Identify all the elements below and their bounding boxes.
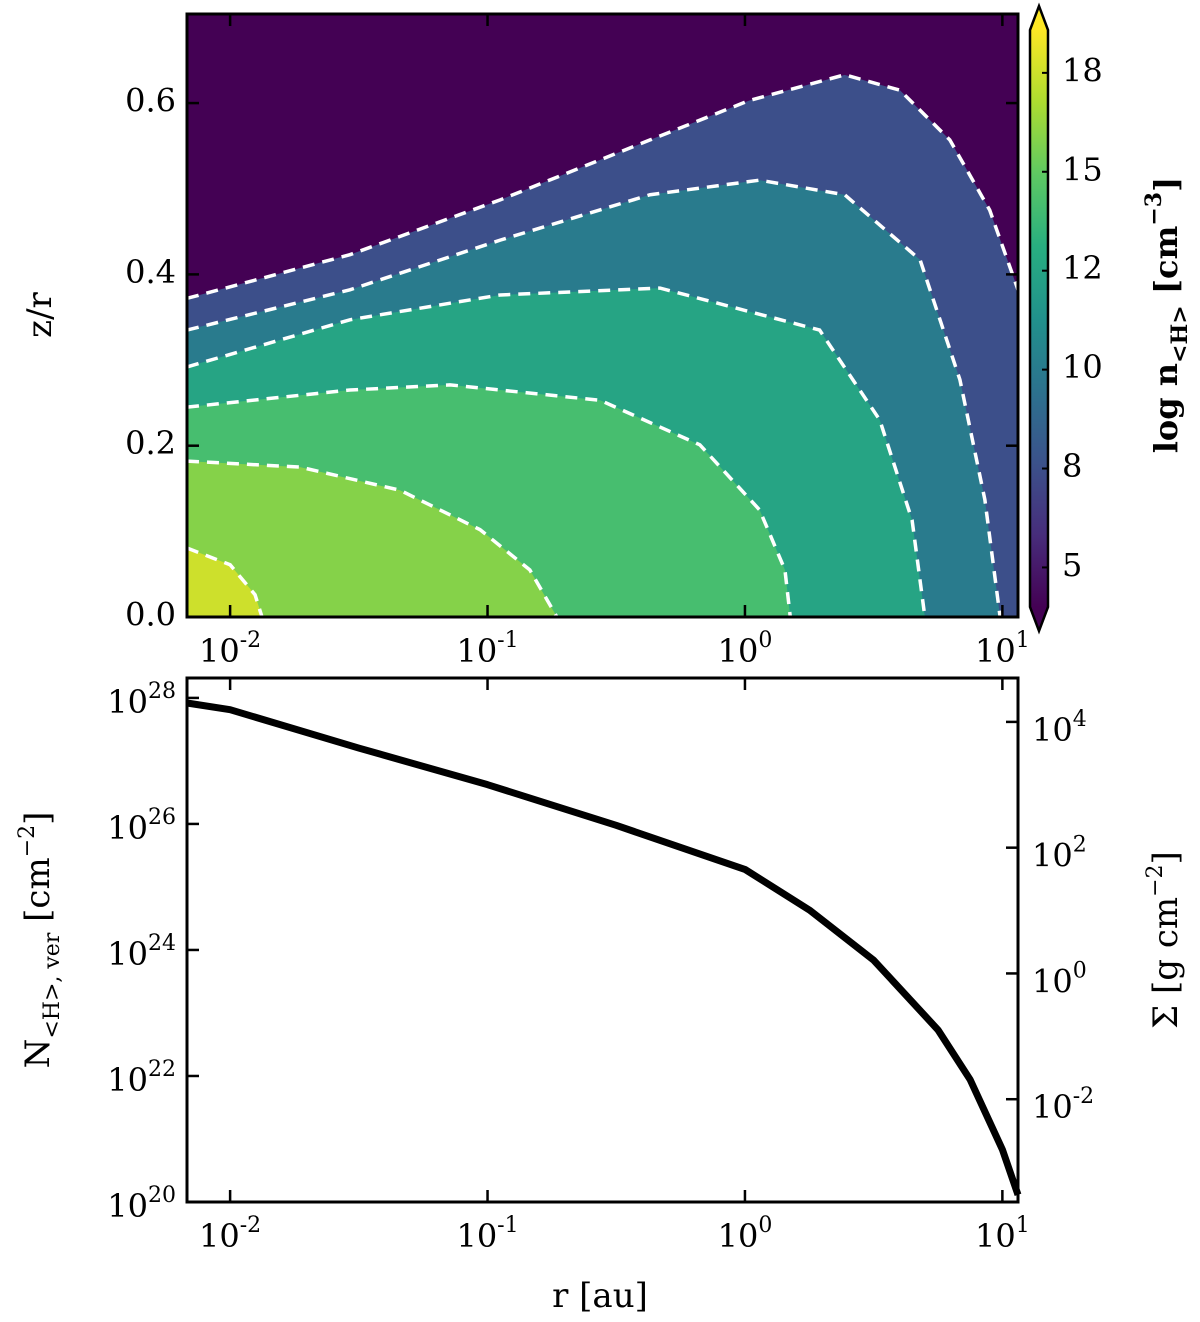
- tick-label: 15: [1062, 150, 1103, 188]
- colorbar-label: log n<H> [cm−3]: [1141, 177, 1193, 453]
- tick-label: 10-2: [1032, 1084, 1094, 1126]
- tick-label: 0.2: [125, 424, 176, 462]
- contour-line: [186, 178, 1002, 618]
- label-part: log n: [1147, 363, 1185, 453]
- colorbar-extend-top: [1030, 6, 1048, 30]
- tick-label: 10-1: [456, 628, 518, 670]
- tick-label: 10-1: [456, 1213, 518, 1255]
- tick-label: 1026: [107, 804, 176, 846]
- contour-fill: [187, 548, 262, 617]
- label-part: −3: [1141, 192, 1167, 226]
- y2-axis-label: Σ [g cm−2]: [1143, 851, 1187, 1029]
- label-part: ]: [1147, 177, 1185, 192]
- axes-frame: [185, 12, 1020, 619]
- x-axis-label: r [au]: [552, 1276, 648, 1316]
- tick-label: 10: [1062, 348, 1103, 386]
- tick-label: 1020: [107, 1183, 176, 1225]
- tick-label: 10-2: [199, 628, 261, 670]
- contour-fill: [187, 461, 557, 617]
- tick-label: 1024: [107, 930, 176, 972]
- tick-label: 10-2: [199, 1213, 261, 1255]
- tick-label: 101: [975, 628, 1030, 670]
- label-part: −2: [15, 825, 40, 857]
- data-line: [186, 699, 1022, 1196]
- tick-label: 0.0: [125, 596, 176, 634]
- contour-line: [186, 383, 793, 618]
- tick-label: 100: [718, 628, 773, 670]
- contour-line: [186, 546, 264, 618]
- label-part: <H>: [1167, 305, 1193, 363]
- colorbar: [1030, 30, 1048, 607]
- contour-line: [186, 459, 559, 618]
- label-part: ]: [1146, 851, 1186, 864]
- label-part: ]: [18, 812, 58, 825]
- tick-label: 101: [975, 1213, 1030, 1255]
- tick-label: 0.4: [125, 253, 176, 291]
- tick-label: 102: [1032, 832, 1087, 874]
- tick-label: 100: [1032, 958, 1087, 1000]
- colorbar-extend-bottom: [1030, 607, 1048, 631]
- tick-label: 104: [1032, 706, 1087, 748]
- tick-label: 100: [718, 1213, 773, 1255]
- contour-line: [186, 72, 1020, 301]
- y-axis-label: z/r: [20, 291, 60, 337]
- tick-label: 12: [1062, 249, 1103, 287]
- tick-label: 18: [1062, 51, 1103, 89]
- label-part: −2: [1143, 864, 1168, 896]
- label-part: [cm: [1147, 226, 1185, 306]
- label-part: <H>, ver: [40, 932, 65, 1038]
- contour-line: [186, 286, 927, 618]
- axes-frame: [185, 676, 1020, 1204]
- label-part: N: [18, 1039, 58, 1069]
- colorbar-frame: [1028, 2, 1050, 635]
- tick-label: 8: [1062, 447, 1082, 485]
- tick-label: 5: [1062, 546, 1082, 584]
- tick-label: 0.6: [125, 82, 176, 120]
- y-axis-label: N<H>, ver [cm−2]: [15, 812, 65, 1069]
- label-part: [cm: [18, 857, 58, 932]
- tick-label: 1028: [107, 678, 176, 720]
- tick-label: 1022: [107, 1056, 176, 1098]
- label-part: Σ [g cm: [1146, 897, 1186, 1029]
